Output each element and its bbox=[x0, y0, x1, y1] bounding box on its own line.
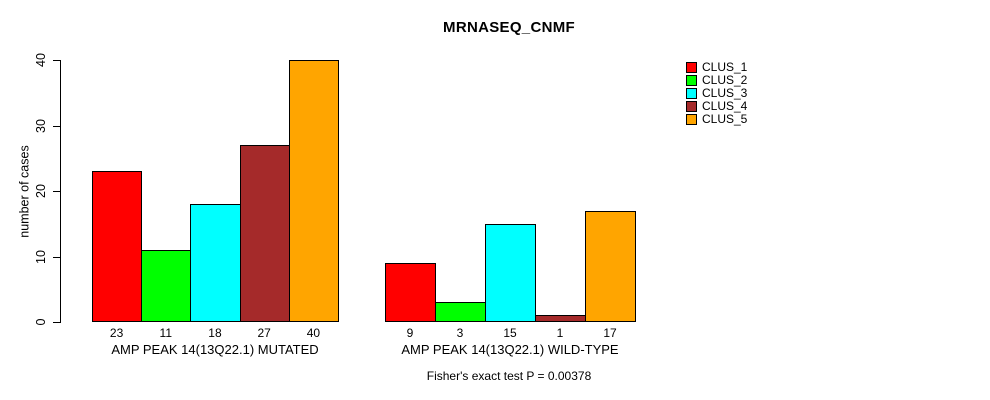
legend-item: CLUS_3 bbox=[686, 87, 747, 100]
legend-label: CLUS_2 bbox=[702, 73, 748, 87]
y-tick-label: 10 bbox=[34, 249, 48, 264]
chart-title: MRNASEQ_CNMF bbox=[443, 19, 575, 36]
bar-clus_1-group2 bbox=[385, 263, 436, 322]
legend-item: CLUS_2 bbox=[686, 74, 747, 87]
legend-swatch-clus_5 bbox=[686, 114, 697, 125]
bar-clus_4-group2 bbox=[535, 315, 586, 322]
bar-clus_3-group1 bbox=[190, 204, 241, 322]
y-tick-label: 20 bbox=[34, 184, 48, 198]
bar-value-label: 15 bbox=[503, 326, 517, 340]
legend-swatch-clus_4 bbox=[686, 101, 697, 112]
bar-value-label: 18 bbox=[208, 326, 222, 340]
legend-swatch-clus_3 bbox=[686, 88, 697, 99]
bar-value-label: 3 bbox=[456, 326, 464, 340]
y-tick-label: 0 bbox=[34, 318, 48, 326]
bar-clus_1-group1 bbox=[92, 171, 143, 322]
bar-clus_4-group1 bbox=[239, 145, 290, 322]
bar-value-label: 17 bbox=[603, 326, 617, 340]
y-tick-label: 30 bbox=[34, 118, 48, 133]
y-tick bbox=[53, 60, 60, 61]
bar-value-label: 9 bbox=[406, 326, 414, 340]
legend-label: CLUS_4 bbox=[702, 99, 748, 113]
bar-value-label: 1 bbox=[556, 326, 564, 340]
legend-label: CLUS_3 bbox=[702, 86, 748, 100]
y-tick bbox=[53, 191, 60, 192]
bar-clus_2-group1 bbox=[141, 249, 192, 322]
group-label: AMP PEAK 14(13Q22.1) WILD-TYPE bbox=[401, 342, 619, 357]
bar-clus_5-group1 bbox=[288, 60, 339, 322]
legend-swatch-clus_1 bbox=[686, 62, 697, 73]
bar-value-label: 23 bbox=[109, 326, 124, 340]
legend-item: CLUS_4 bbox=[686, 100, 747, 113]
group-label: AMP PEAK 14(13Q22.1) MUTATED bbox=[111, 342, 319, 357]
legend-swatch-clus_2 bbox=[686, 75, 697, 86]
fisher-test-annotation: Fisher's exact test P = 0.00378 bbox=[426, 369, 592, 383]
y-axis-label: number of cases bbox=[17, 145, 32, 238]
legend-label: CLUS_5 bbox=[702, 112, 748, 126]
legend-item: CLUS_5 bbox=[686, 113, 747, 126]
bar-clus_2-group2 bbox=[435, 302, 486, 322]
legend-item: CLUS_1 bbox=[686, 61, 747, 74]
legend: CLUS_1 CLUS_2 CLUS_3 CLUS_4 CLUS_5 bbox=[686, 61, 747, 126]
y-axis-line bbox=[60, 60, 61, 323]
bar-clus_3-group2 bbox=[485, 223, 536, 322]
y-tick-label: 40 bbox=[34, 53, 48, 67]
bar-value-label: 40 bbox=[306, 326, 321, 340]
bar-value-label: 11 bbox=[159, 326, 173, 340]
y-tick bbox=[53, 125, 60, 127]
bar-clus_5-group2 bbox=[585, 210, 636, 322]
legend-label: CLUS_1 bbox=[702, 60, 748, 74]
bar-value-label: 27 bbox=[257, 326, 271, 340]
y-tick bbox=[53, 322, 60, 323]
y-tick bbox=[53, 256, 60, 258]
